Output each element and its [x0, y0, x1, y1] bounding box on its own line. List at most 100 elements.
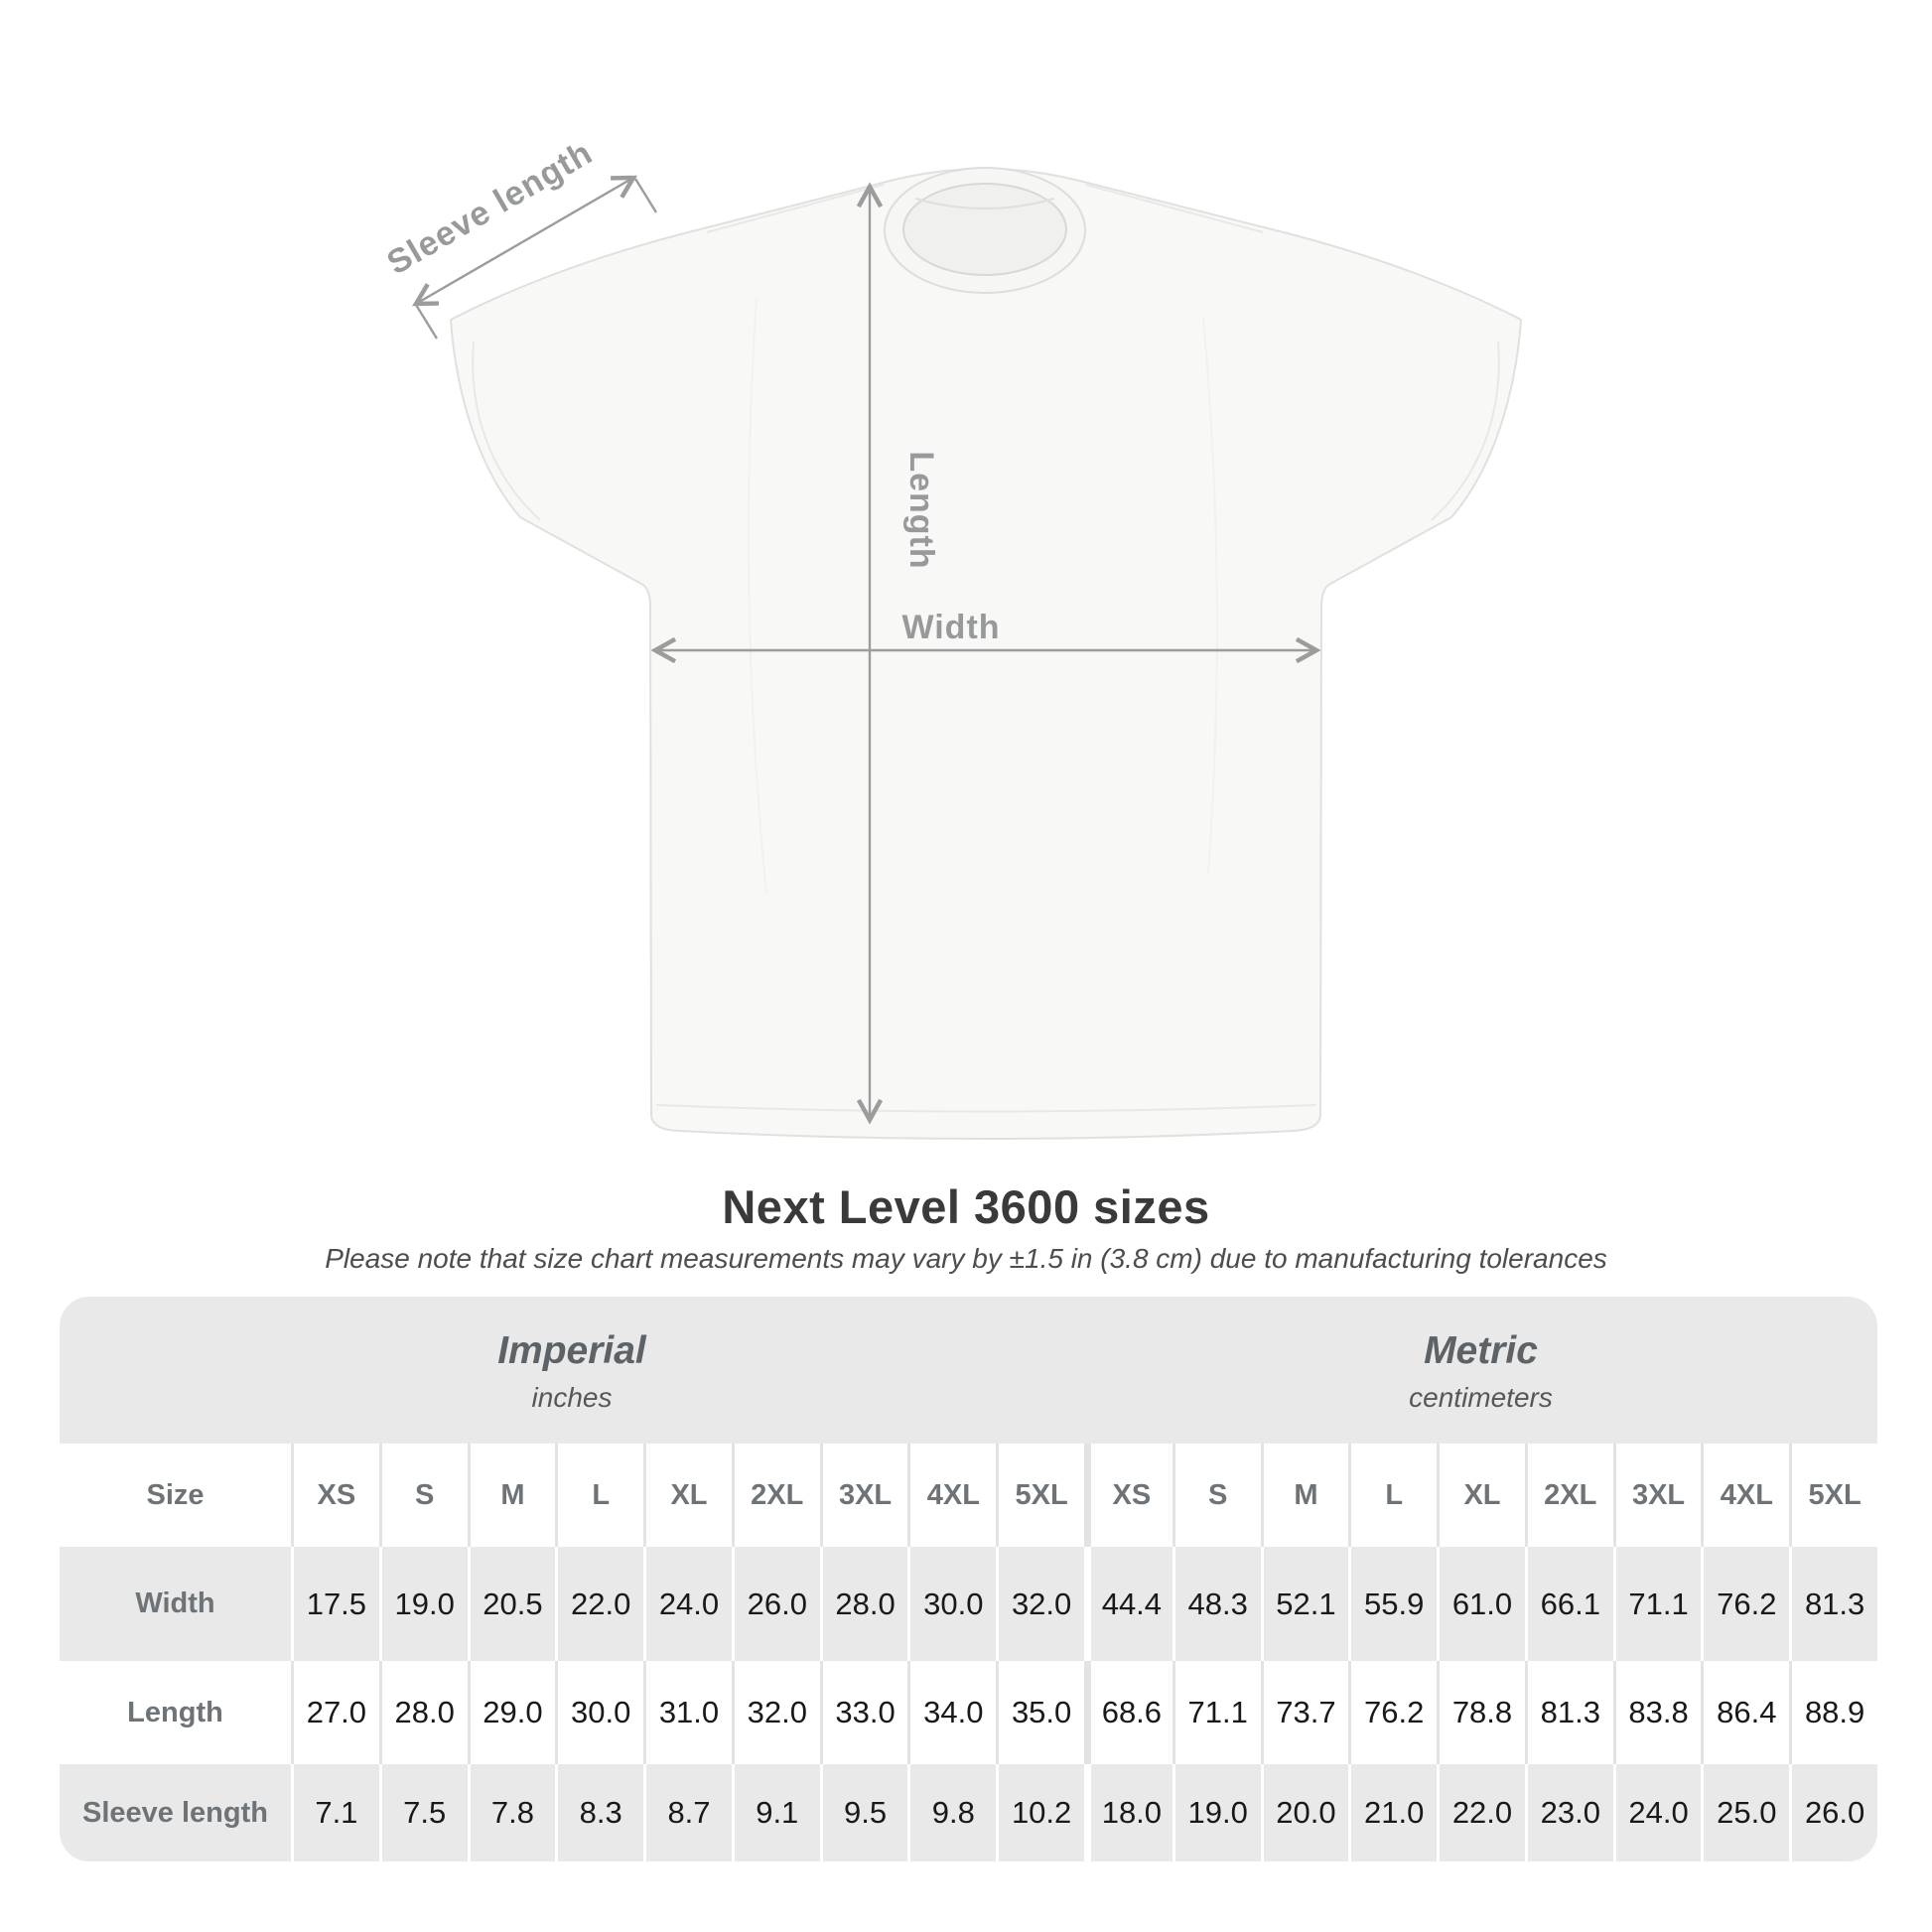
table-cell: 19.0 — [1172, 1764, 1261, 1862]
size-col-header: S — [1172, 1444, 1261, 1547]
table-cell: 20.5 — [467, 1547, 556, 1661]
table-row-length: Length 27.0 28.0 29.0 30.0 31.0 32.0 33.… — [60, 1661, 1877, 1764]
size-col-header: M — [1260, 1444, 1349, 1547]
table-cell: 48.3 — [1172, 1547, 1261, 1661]
table-cell: 7.1 — [291, 1764, 379, 1862]
size-col-header: 3XL — [819, 1444, 908, 1547]
imperial-title: Imperial — [497, 1328, 646, 1372]
row-label: Width — [135, 1587, 215, 1619]
table-cell: 31.0 — [643, 1661, 732, 1764]
unit-header-band: Imperial inches Metric centimeters — [60, 1297, 1877, 1444]
size-chart-table: Imperial inches Metric centimeters Size … — [60, 1297, 1877, 1862]
table-cell: 8.7 — [643, 1764, 732, 1862]
metric-unit: centimeters — [1409, 1381, 1553, 1413]
table-cell: 44.4 — [1084, 1547, 1173, 1661]
table-cell: 88.9 — [1789, 1661, 1877, 1764]
sleeve-stitch-left — [472, 341, 541, 521]
row-label: Length — [127, 1696, 223, 1728]
table-cell: 55.9 — [1348, 1547, 1437, 1661]
table-row-width: Width 17.5 19.0 20.5 22.0 24.0 26.0 28.0… — [60, 1547, 1877, 1661]
table-cell: 7.5 — [378, 1764, 468, 1862]
table-cell: 61.0 — [1437, 1547, 1525, 1661]
table-cell: 73.7 — [1260, 1661, 1349, 1764]
table-cell: 83.8 — [1612, 1661, 1702, 1764]
size-col-header: XS — [291, 1444, 379, 1547]
table-cell: 9.1 — [731, 1764, 820, 1862]
table-cell: 28.0 — [819, 1547, 908, 1661]
size-col-header: XL — [643, 1444, 732, 1547]
page-subtitle: Please note that size chart measurements… — [325, 1243, 1607, 1274]
size-col-header: 3XL — [1612, 1444, 1702, 1547]
table-cell: 17.5 — [291, 1547, 379, 1661]
size-col-header: S — [378, 1444, 468, 1547]
table-cell: 66.1 — [1524, 1547, 1613, 1661]
size-col-header: 4XL — [1701, 1444, 1789, 1547]
size-col-header: 2XL — [1524, 1444, 1613, 1547]
table-cell: 71.1 — [1612, 1547, 1702, 1661]
table-cell: 76.2 — [1701, 1547, 1789, 1661]
size-col-header: XL — [1437, 1444, 1525, 1547]
back-neck-seam — [914, 198, 1055, 209]
table-cell: 26.0 — [731, 1547, 820, 1661]
table-cell: 27.0 — [291, 1661, 379, 1764]
table-cell: 25.0 — [1701, 1764, 1789, 1862]
shoulder-seam-right — [1085, 184, 1264, 233]
fabric-crease-left — [748, 297, 767, 895]
sleeve-extension-tick-bottom — [414, 304, 439, 340]
table-cell: 19.0 — [378, 1547, 468, 1661]
shoulder-seam-left — [706, 184, 885, 233]
measurement-lines — [412, 175, 1321, 1125]
table-cell: 21.0 — [1348, 1764, 1437, 1862]
table-cell: 23.0 — [1524, 1764, 1613, 1862]
table-cell: 9.8 — [907, 1764, 996, 1862]
metric-title: Metric — [1424, 1328, 1538, 1372]
imperial-unit: inches — [531, 1381, 613, 1413]
size-col-header: L — [555, 1444, 643, 1547]
table-cell: 22.0 — [1437, 1764, 1525, 1862]
imperial-section-header: Imperial inches — [60, 1297, 1084, 1444]
table-cell: 18.0 — [1084, 1764, 1173, 1862]
table-cell: 71.1 — [1172, 1661, 1261, 1764]
table-cell: 7.8 — [467, 1764, 556, 1862]
hem-stitch — [655, 1104, 1316, 1113]
collar-opening — [902, 183, 1067, 276]
sleeve-extension-tick-top — [633, 178, 658, 213]
table-cell: 10.2 — [996, 1764, 1084, 1862]
table-cell: 52.1 — [1260, 1547, 1349, 1661]
table-cell: 68.6 — [1084, 1661, 1173, 1764]
table-cell: 33.0 — [819, 1661, 908, 1764]
metric-section-header: Metric centimeters — [1084, 1297, 1877, 1444]
table-cell: 32.0 — [996, 1547, 1084, 1661]
width-label: Width — [901, 609, 1000, 646]
size-col-header: 2XL — [731, 1444, 820, 1547]
table-cell: 86.4 — [1701, 1661, 1789, 1764]
table-cell: 22.0 — [555, 1547, 643, 1661]
table-cell: 26.0 — [1789, 1764, 1877, 1862]
table-cell: 32.0 — [731, 1661, 820, 1764]
sleeve-length-arrow — [412, 175, 637, 307]
size-col-header: M — [467, 1444, 556, 1547]
size-header-row: Size XS S M L XL 2XL 3XL 4XL 5XL XS S M … — [60, 1444, 1877, 1547]
tshirt-body — [450, 168, 1522, 1140]
table-cell: 24.0 — [1612, 1764, 1702, 1862]
tshirt-graphic — [450, 167, 1522, 1140]
table-cell: 9.5 — [819, 1764, 908, 1862]
table-cell: 20.0 — [1260, 1764, 1349, 1862]
size-col-header: XS — [1084, 1444, 1173, 1547]
table-cell: 34.0 — [907, 1661, 996, 1764]
size-col-header: 5XL — [1789, 1444, 1877, 1547]
row-label: Sleeve length — [82, 1796, 268, 1829]
table-cell: 8.3 — [555, 1764, 643, 1862]
corner-label: Size — [146, 1478, 205, 1511]
size-col-header: 5XL — [996, 1444, 1084, 1547]
tshirt-measurement-diagram: Sleeve length Length Width — [381, 134, 1522, 1140]
table-cell: 81.3 — [1789, 1547, 1877, 1661]
table-cell: 35.0 — [996, 1661, 1084, 1764]
table-cell: 30.0 — [907, 1547, 996, 1661]
table-cell: 28.0 — [378, 1661, 468, 1764]
table-cell: 29.0 — [467, 1661, 556, 1764]
table-cell: 76.2 — [1348, 1661, 1437, 1764]
table-cell: 81.3 — [1524, 1661, 1613, 1764]
table-cell: 24.0 — [643, 1547, 732, 1661]
fabric-crease-right — [1202, 317, 1218, 875]
